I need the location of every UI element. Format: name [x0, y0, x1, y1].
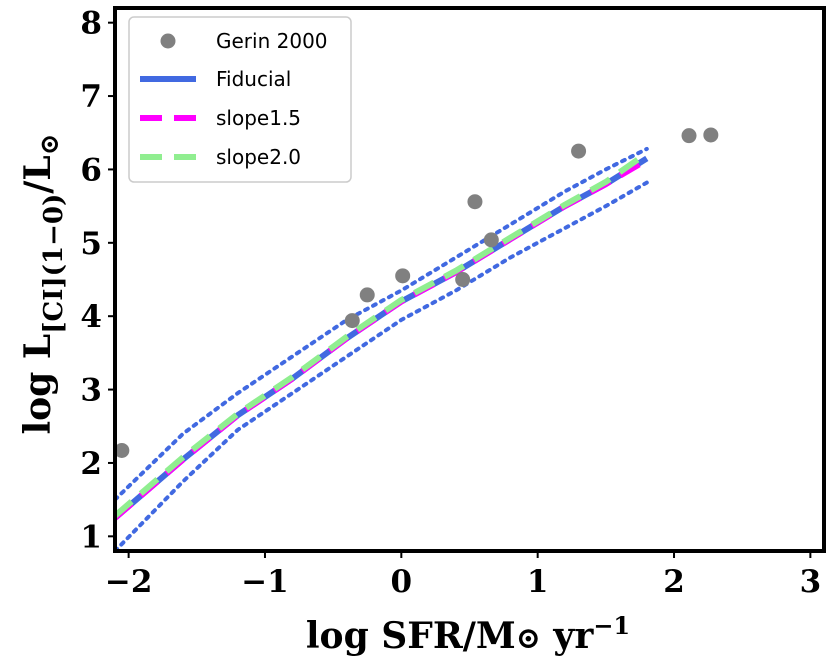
y-tick-label: 2 — [80, 446, 102, 482]
series-line-slope2-0 — [115, 150, 649, 519]
x-axis-label: log SFR/M⊙ yr−1 — [306, 611, 630, 657]
data-point-gerin-2000 — [571, 143, 587, 159]
x-ticks: −2 −1 0 1 2 3 — [105, 551, 821, 600]
legend-label-slope1-5: slope1.5 — [216, 106, 301, 130]
legend-label-slope2-0: slope2.0 — [216, 145, 301, 169]
x-tick-label: 0 — [391, 564, 413, 600]
data-point-gerin-2000 — [483, 232, 499, 248]
series-line-slope1-5 — [115, 157, 649, 521]
data-point-gerin-2000 — [455, 272, 471, 287]
series-line-fiducial-lower-bound — [115, 180, 649, 551]
legend-box — [128, 16, 352, 183]
series-layer — [115, 127, 719, 551]
x-tick-label: 2 — [663, 564, 685, 600]
data-point-gerin-2000 — [359, 287, 375, 303]
data-point-gerin-2000 — [681, 128, 697, 144]
y-tick-label: 5 — [80, 226, 102, 262]
legend-marker-gerin-2000 — [160, 33, 176, 49]
plot-frame — [113, 6, 826, 553]
data-point-gerin-2000 — [395, 268, 411, 284]
series-line-fiducial-upper-bound — [115, 146, 649, 502]
x-tick-label: −1 — [241, 564, 289, 600]
y-tick-label: 7 — [80, 79, 102, 115]
data-point-gerin-2000 — [115, 442, 130, 458]
data-point-gerin-2000 — [467, 194, 483, 210]
x-tick-label: 3 — [800, 564, 822, 600]
data-point-gerin-2000 — [703, 127, 719, 143]
legend-label-gerin-2000: Gerin 2000 — [216, 29, 328, 53]
series-line-fiducial — [115, 155, 649, 521]
legend: Gerin 2000 Fiducial slope1.5 slope2.0 — [128, 16, 352, 183]
x-tick-label: −2 — [105, 564, 153, 600]
y-tick-label: 1 — [80, 519, 102, 555]
y-axis-label: log L[CI](1−0)/L⊙ — [17, 133, 69, 434]
data-point-gerin-2000 — [344, 313, 360, 329]
y-tick-label: 3 — [80, 373, 102, 409]
y-ticks: 1 2 3 4 5 6 7 8 — [80, 6, 115, 555]
y-tick-label: 4 — [80, 299, 102, 335]
y-tick-label: 6 — [80, 152, 102, 188]
x-tick-label: 1 — [527, 564, 549, 600]
y-tick-label: 8 — [80, 6, 102, 42]
legend-label-fiducial: Fiducial — [216, 67, 291, 91]
